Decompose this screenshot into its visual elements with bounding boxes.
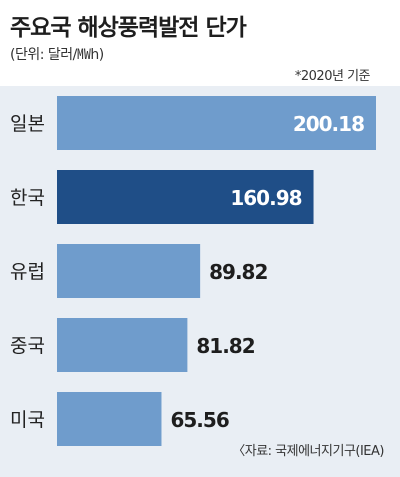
value-label-2: 89.82 <box>209 260 267 284</box>
category-label-0: 일본 <box>10 113 45 135</box>
category-label-4: 미국 <box>10 409 45 431</box>
unit-note: (단위: 달러/㎿h) <box>10 47 104 63</box>
bar-0 <box>57 96 376 150</box>
bar-3 <box>57 318 188 372</box>
category-label-1: 한국 <box>10 187 45 209</box>
category-label-3: 중국 <box>10 335 45 357</box>
value-label-3: 81.82 <box>196 334 254 358</box>
value-label-0: 200.18 <box>293 112 364 136</box>
bar-4 <box>57 392 162 446</box>
value-label-1: 160.98 <box>230 186 301 210</box>
basis-note: *2020년 기준 <box>294 69 371 84</box>
category-label-2: 유럽 <box>10 261 45 283</box>
source-note: 〈자료: 국제에너지기구(IEA) <box>232 444 384 459</box>
chart-title: 주요국 해상풍력발전 단가 <box>10 15 247 41</box>
bar-1 <box>57 170 314 224</box>
bars-group: 일본 200.18 한국 160.98 유럽 89.82 중국 81.82 미국 65.56 <box>10 96 376 446</box>
bar-2 <box>57 244 201 298</box>
value-label-4: 65.56 <box>170 408 228 432</box>
